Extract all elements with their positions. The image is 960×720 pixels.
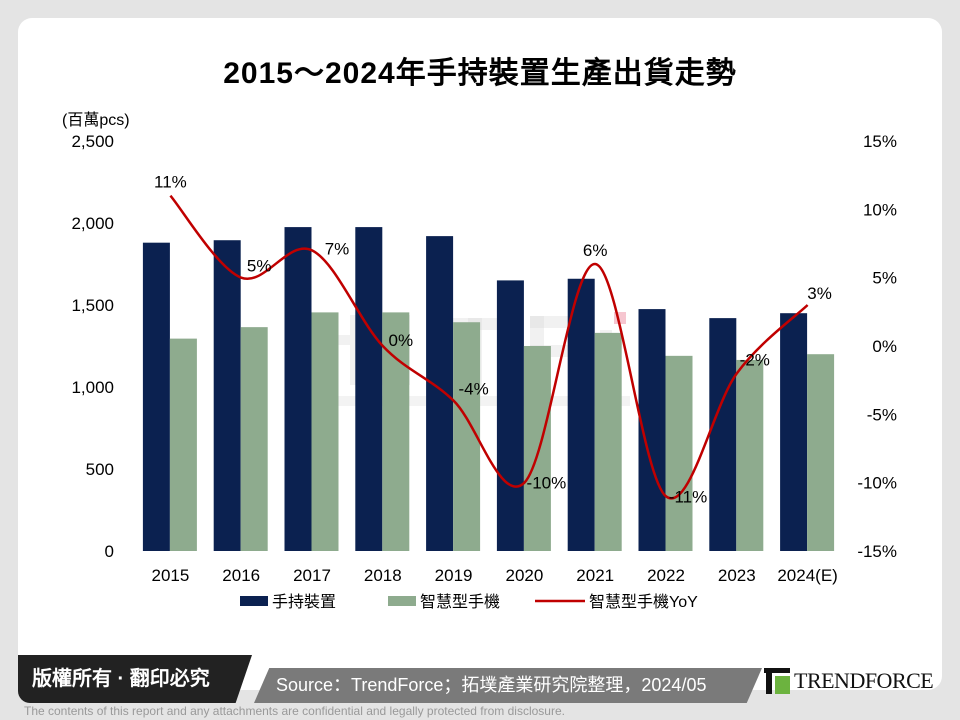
y2-tick-label: 5% (872, 269, 897, 288)
x-tick-label: 2020 (505, 566, 543, 585)
bar-smartphone (311, 312, 339, 551)
bar-smartphone (169, 338, 197, 551)
trendforce-logo-icon (764, 668, 790, 694)
chart: (百萬pcs) 0 500 1,000 1,500 2,000 2,500 -15% -10% -… (62, 111, 897, 611)
y2-tick-label: 10% (863, 200, 897, 219)
yoy-data-label: 5% (247, 257, 272, 276)
x-tick-label: 2022 (647, 566, 685, 585)
x-tick-label: 2015 (151, 566, 189, 585)
bar-handheld (142, 242, 170, 551)
logo-text: TRENDFORCE (794, 668, 934, 693)
copyright-banner: 版權所有 · 翻印必究 (18, 655, 252, 703)
bar-handheld (567, 278, 595, 551)
bar-handheld (426, 236, 454, 551)
y-tick-label: 1,000 (71, 378, 114, 397)
legend-label: 智慧型手機 (420, 593, 500, 611)
disclaimer: The contents of this report and any atta… (24, 704, 565, 718)
legend-label: 手持裝置 (272, 593, 336, 611)
yoy-data-label: 3% (807, 284, 832, 303)
yoy-data-label: 6% (583, 241, 608, 260)
bar-handheld (780, 313, 808, 551)
yoy-data-label: -4% (458, 380, 488, 399)
y2-tick-label: 15% (863, 132, 897, 151)
bar-handheld (213, 240, 241, 551)
bar-smartphone (382, 312, 410, 551)
legend-swatch (388, 596, 416, 606)
y2-tick-label: -15% (857, 542, 897, 561)
bar-smartphone (665, 355, 693, 551)
x-tick-label: 2023 (718, 566, 756, 585)
yoy-data-label: 0% (389, 331, 414, 350)
bar-smartphone (736, 359, 764, 551)
yoy-data-label: 7% (325, 239, 350, 258)
yoy-data-label: -11% (669, 487, 707, 506)
y2-tick-label: 0% (872, 337, 897, 356)
y-tick-label: 2,000 (71, 214, 114, 233)
y-tick-label: 0 (105, 542, 114, 561)
bar-handheld (355, 227, 383, 551)
x-tick-label: 2021 (576, 566, 614, 585)
bar-smartphone (523, 346, 551, 551)
yoy-line (169, 194, 809, 500)
source-text: Source：TrendForce；拓墣產業研究院整理，2024/05 (254, 668, 762, 703)
chart-title: 2015～2024年手持裝置生產出貨走勢 (223, 57, 737, 90)
yoy-data-label: -10% (527, 474, 567, 493)
bar-smartphone (240, 327, 268, 551)
bar-handheld (709, 318, 737, 551)
bar-smartphone (594, 332, 622, 551)
bar-handheld (496, 280, 524, 551)
yoy-data-label: 11% (154, 173, 187, 192)
y-tick-label: 2,500 (71, 132, 114, 151)
y-axis-label: (百萬pcs) (62, 111, 130, 129)
legend-label: 智慧型手機YoY (589, 593, 698, 611)
y2-tick-label: -5% (867, 405, 897, 424)
y2-tick-label: -10% (857, 474, 897, 493)
watermark-logo (530, 316, 580, 328)
bar-smartphone (807, 354, 835, 551)
x-tick-label: 2024(E) (777, 566, 837, 585)
yoy-data-label: -2% (740, 350, 770, 369)
x-tick-label: 2016 (222, 566, 260, 585)
y-tick-label: 500 (86, 460, 114, 479)
legend-swatch (240, 596, 268, 606)
x-tick-label: 2019 (435, 566, 473, 585)
trendforce-logo: TRENDFORCE (764, 668, 934, 694)
bar-handheld (284, 227, 312, 551)
y-tick-label: 1,500 (71, 296, 114, 315)
x-tick-label: 2017 (293, 566, 331, 585)
x-tick-label: 2018 (364, 566, 402, 585)
